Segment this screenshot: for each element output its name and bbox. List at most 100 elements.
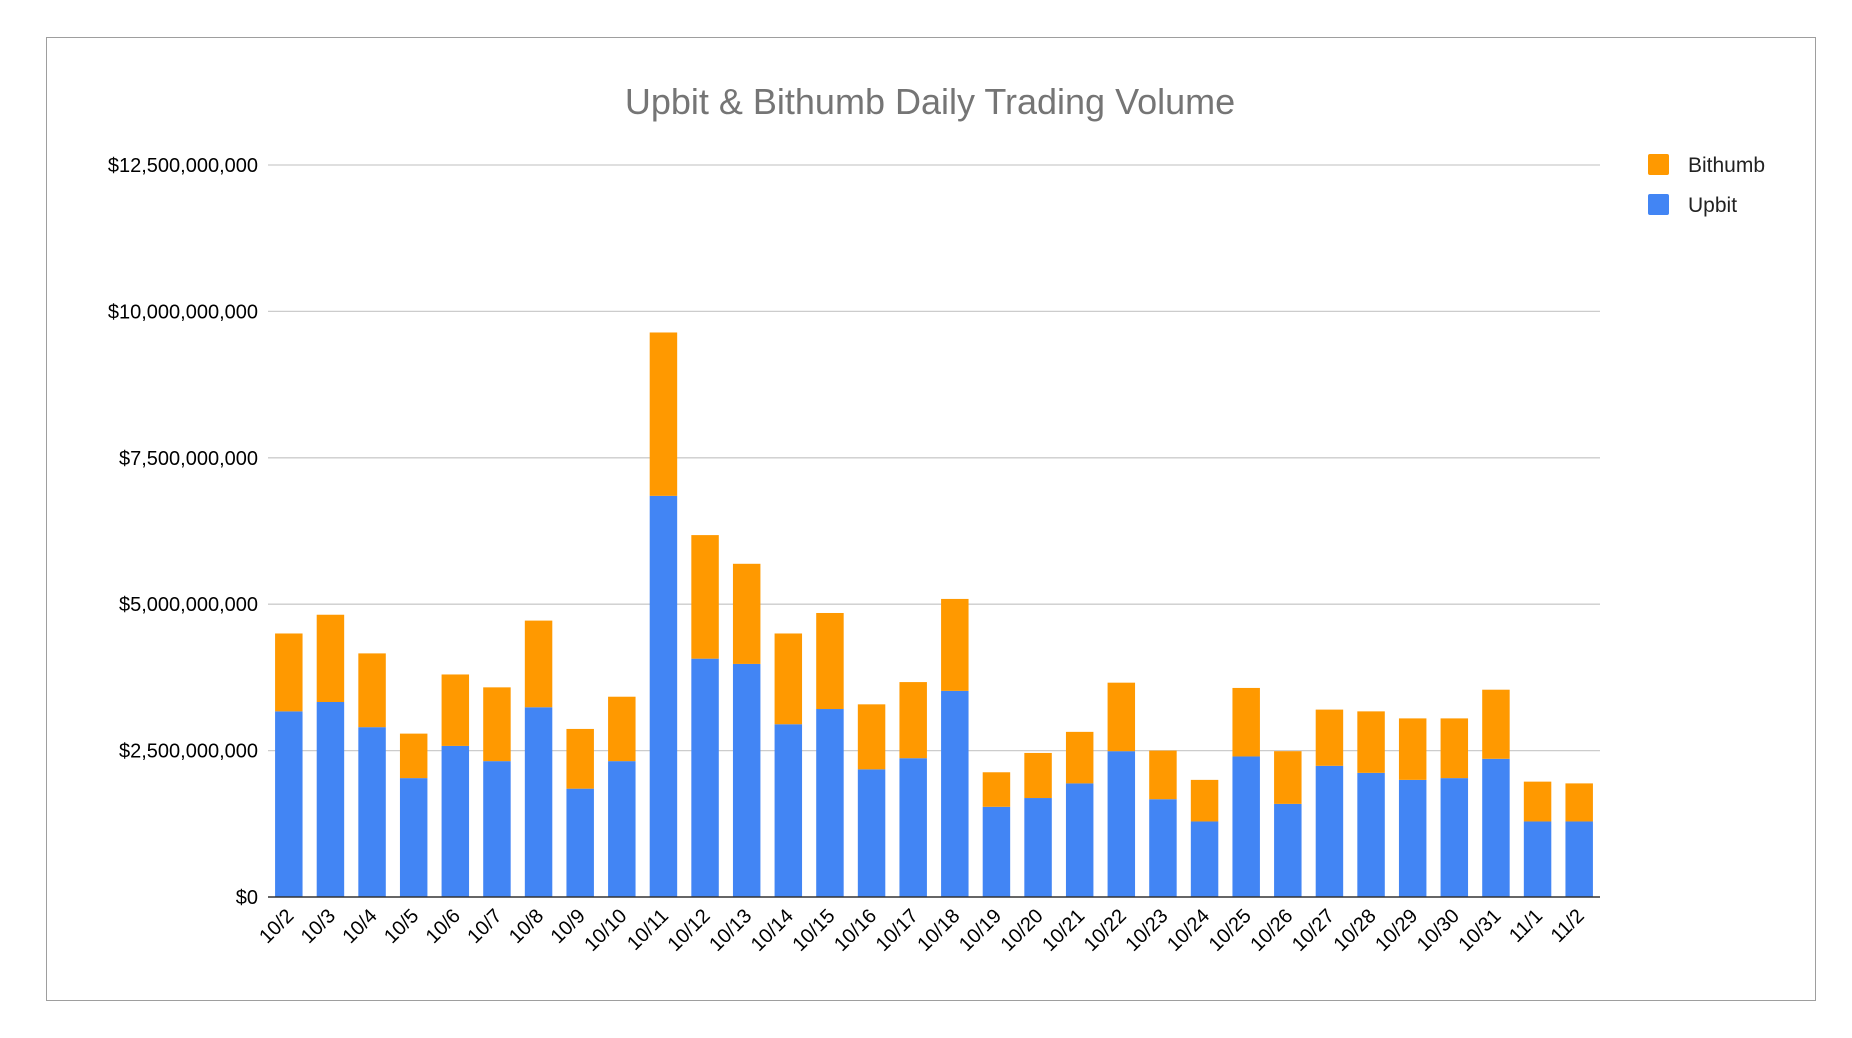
bar-upbit [1024,798,1052,897]
bar-upbit [1065,783,1094,897]
bar-upbit [1149,799,1177,897]
bar-bithumb [1398,718,1427,780]
bar-upbit [857,769,886,897]
y-tick-label: $0 [236,887,258,909]
bar-upbit [524,707,553,897]
bar-bithumb [316,614,345,702]
x-tick-label: 10/6 [422,905,465,948]
bar-bithumb [524,620,553,708]
x-tick-label: 10/14 [747,905,798,956]
bar-bithumb [1232,687,1260,757]
bar-upbit [1190,821,1219,897]
bar-upbit [483,761,511,897]
x-tick-label: 10/28 [1330,905,1381,956]
bar-upbit [1482,758,1510,897]
bar-upbit [1274,803,1302,897]
y-tick-label: $10,000,000,000 [108,301,258,323]
x-tick-label: 10/23 [1122,905,1173,956]
x-tick-label: 10/25 [1205,905,1256,956]
bar-bithumb [1149,750,1177,800]
bar-bithumb [483,687,511,762]
x-tick-label: 10/13 [705,905,756,956]
chart-title: Upbit & Bithumb Daily Trading Volume [625,81,1235,122]
x-tick-label: 10/19 [955,905,1006,956]
bar-upbit [941,690,969,897]
x-tick-label: 10/7 [463,905,506,948]
y-tick-label: $2,500,000,000 [119,741,258,763]
x-tick-label: 10/17 [872,905,923,956]
x-tick-label: 10/5 [380,905,423,948]
x-tick-label: 11/1 [1505,905,1547,947]
y-tick-label: $7,500,000,000 [119,448,258,470]
x-tick-label: 10/22 [1080,905,1131,956]
y-tick-label: $12,500,000,000 [108,155,258,177]
bar-upbit [1440,778,1469,897]
x-tick-label: 10/2 [255,905,298,948]
x-tick-label: 10/4 [339,905,382,948]
bar-upbit [732,663,761,897]
legend-swatch-upbit [1648,194,1669,215]
x-tick-label: 10/21 [1038,905,1089,956]
x-tick-label: 10/29 [1371,905,1422,956]
bar-bithumb [1440,718,1469,779]
bars [275,332,1593,897]
bar-bithumb [1315,709,1344,766]
y-tick-label: $5,000,000,000 [119,594,258,616]
bar-bithumb [1482,689,1510,759]
legend-label-upbit: Upbit [1688,194,1737,217]
bar-upbit [816,709,844,897]
x-tick-label: 10/27 [1288,905,1339,956]
bar-bithumb [566,728,594,789]
bar-upbit [1565,821,1593,897]
bar-upbit [1523,821,1552,897]
bar-bithumb [941,598,969,691]
bar-bithumb [1024,752,1052,799]
bar-upbit [441,745,470,897]
bar-upbit [1107,751,1136,897]
x-tick-label: 10/18 [913,905,964,956]
bar-upbit [1357,772,1385,897]
bar-upbit [982,806,1011,897]
x-tick-label: 10/26 [1246,905,1297,956]
bar-bithumb [1565,783,1593,822]
bar-upbit [691,658,719,897]
x-tick-label: 10/3 [297,905,340,948]
bar-bithumb [358,653,386,728]
y-axis-ticks: $0 $2,500,000,000 $5,000,000,000 $7,500,000… [108,155,258,909]
bar-bithumb [1065,731,1094,784]
bar-upbit [774,724,803,897]
x-tick-label: 10/24 [1163,905,1214,956]
bar-bithumb [649,332,678,496]
x-tick-label: 10/16 [830,905,881,956]
bar-upbit [1398,779,1427,897]
x-tick-label: 10/31 [1455,905,1506,956]
bar-upbit [608,761,636,897]
bar-bithumb [441,674,470,746]
x-tick-label: 10/30 [1413,905,1464,956]
x-tick-label: 10/11 [623,905,673,955]
bar-upbit [358,727,386,897]
x-tick-label: 11/2 [1547,905,1589,947]
bar-bithumb [857,704,886,770]
x-tick-label: 10/20 [997,905,1048,956]
x-tick-label: 10/8 [505,905,548,948]
bar-bithumb [774,633,803,725]
bar-bithumb [1274,751,1302,804]
legend: Bithumb Upbit [1648,154,1765,217]
gridlines [268,164,1600,752]
legend-swatch-bithumb [1648,154,1669,175]
x-tick-label: 10/15 [789,905,840,956]
bar-upbit [316,701,345,897]
bar-upbit [399,778,428,897]
bar-bithumb [399,733,428,779]
bar-bithumb [1190,779,1219,822]
x-tick-label: 10/10 [580,905,631,956]
bar-upbit [899,758,927,897]
bar-upbit [566,788,594,897]
bar-upbit [1232,756,1260,897]
bar-upbit [649,495,678,897]
x-tick-label: 10/12 [664,905,715,956]
bar-upbit [1315,765,1344,897]
legend-label-bithumb: Bithumb [1688,154,1765,177]
